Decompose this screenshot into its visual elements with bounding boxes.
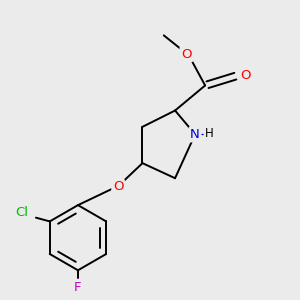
Text: O: O [113, 181, 123, 194]
Text: F: F [74, 281, 82, 294]
Text: N: N [190, 128, 200, 141]
Text: O: O [240, 69, 250, 82]
Text: Cl: Cl [16, 206, 29, 219]
Text: H: H [205, 127, 213, 140]
Text: O: O [181, 48, 192, 61]
